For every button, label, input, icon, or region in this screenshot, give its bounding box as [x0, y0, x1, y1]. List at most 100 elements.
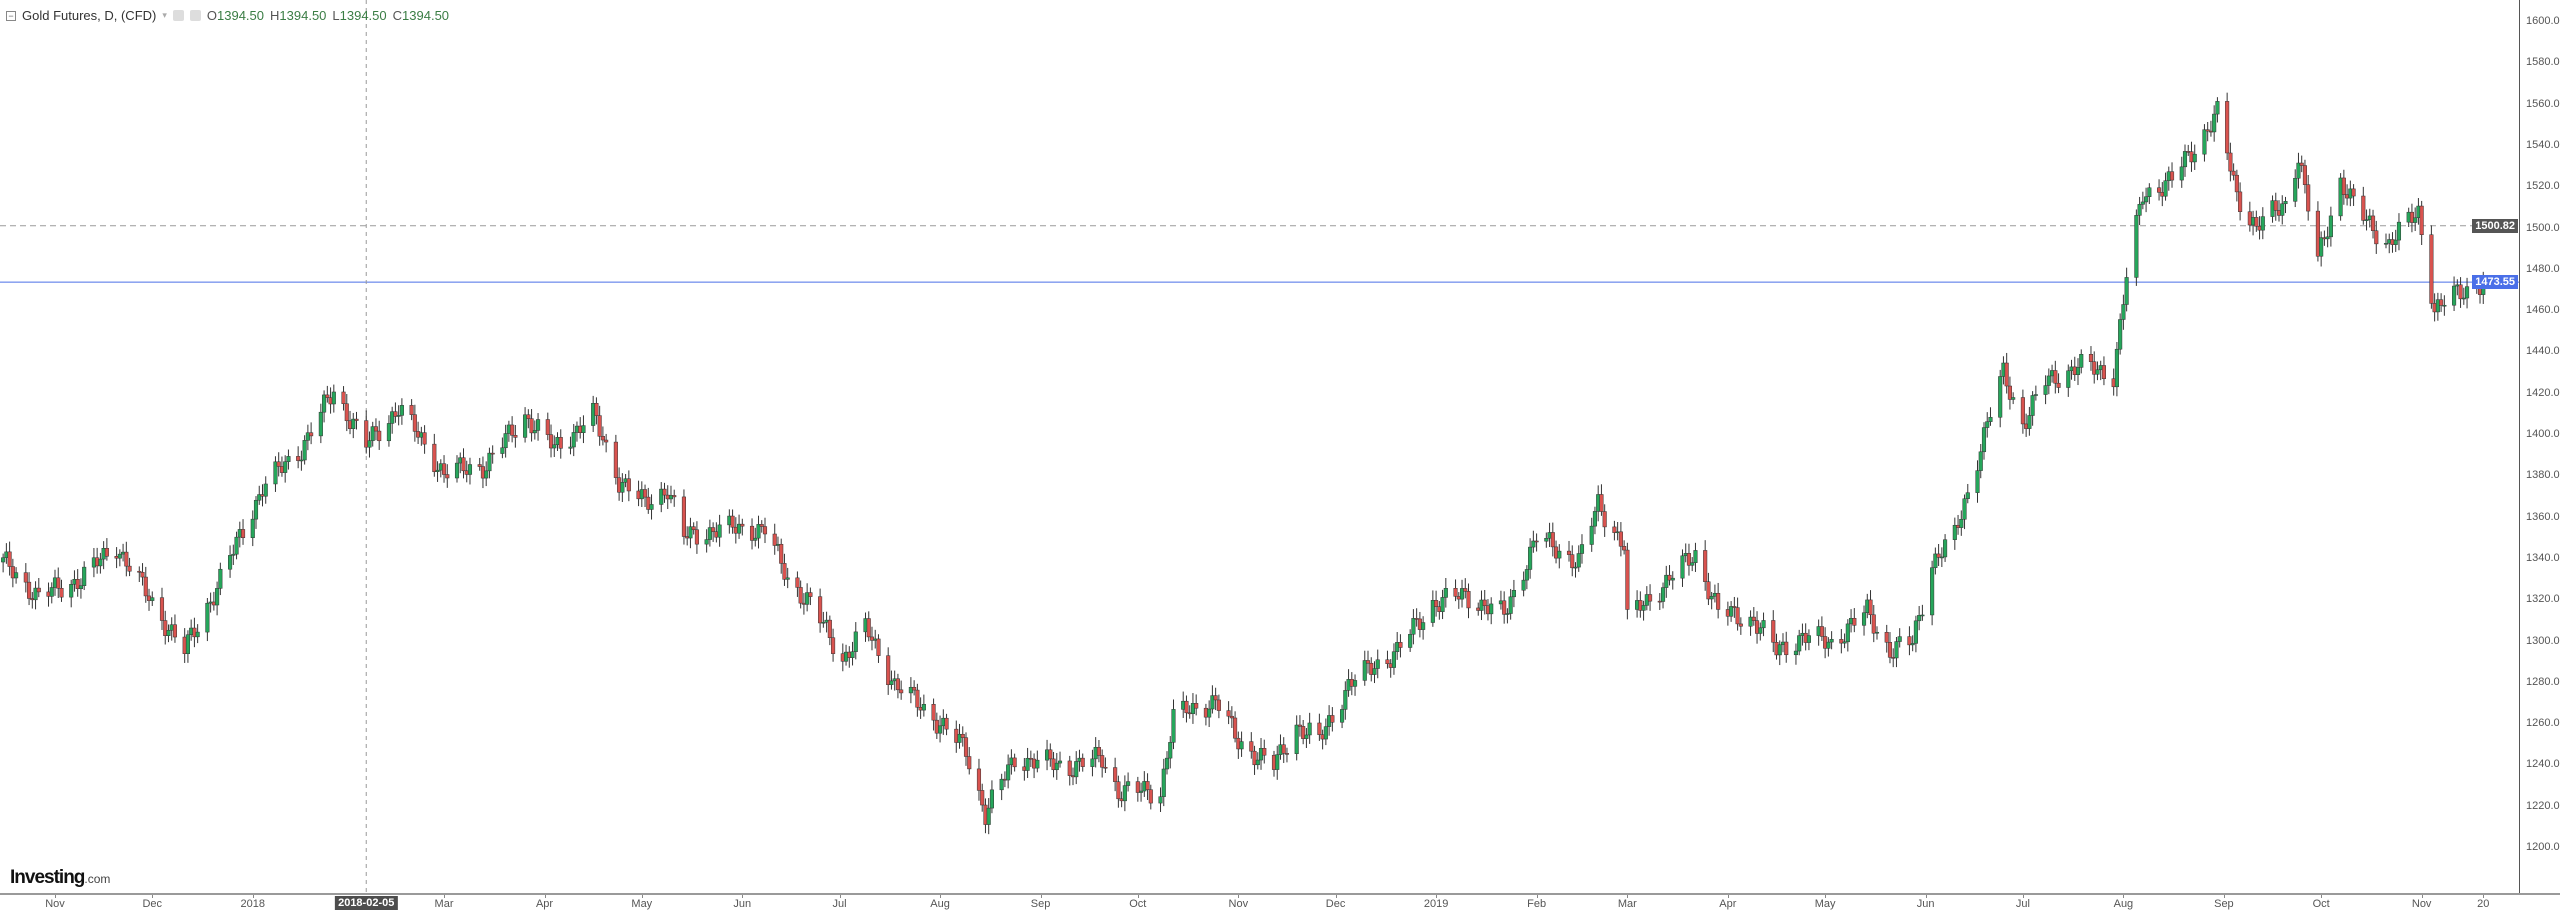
collapse-legend-icon[interactable]: − [6, 10, 16, 21]
x-tick-label: Oct [2312, 898, 2330, 910]
candle-body [1210, 695, 1215, 710]
time-axis[interactable]: 20 Nov Oct Sep Aug Jul Jun May Apr Mar Feb 2019 Dec N… [0, 893, 2560, 912]
candle-body [986, 807, 991, 825]
candle-body [1664, 574, 1669, 588]
y-tick-label: 1500.00 [2526, 221, 2560, 234]
price-axis[interactable]: 1200.00 1220.00 1240.00 1260.00 1280.00 1300.… [2519, 0, 2560, 893]
candle [409, 399, 414, 421]
candle-body [737, 523, 742, 534]
y-tick-label: 1380.00 [2526, 469, 2560, 482]
candle [1207, 700, 1212, 728]
candle-body [1122, 785, 1127, 802]
x-tick [444, 895, 446, 898]
candle [999, 773, 1004, 801]
candle-body [1463, 588, 1468, 592]
candle [707, 519, 712, 547]
candle-body [432, 443, 437, 472]
candle-body [1430, 600, 1435, 623]
candle [749, 518, 755, 550]
symbol-title[interactable]: Gold Futures, D, (CFD) [22, 8, 157, 23]
candle [325, 385, 330, 403]
candle-body [302, 440, 307, 461]
candle-body [853, 631, 858, 652]
candle-body [325, 394, 330, 398]
candle [1459, 579, 1465, 608]
candle-body [779, 543, 784, 564]
candle [831, 628, 836, 662]
candle [1625, 542, 1630, 620]
candle [1703, 540, 1708, 591]
candle [545, 412, 550, 441]
candle [2461, 287, 2466, 305]
candle [1797, 629, 1802, 656]
candle-body [1557, 550, 1562, 559]
x-tick [2223, 895, 2225, 898]
candle-body [1505, 613, 1510, 615]
candle [276, 452, 281, 477]
y-tick-label: 1400.00 [2526, 428, 2560, 440]
candle-body [2030, 395, 2035, 416]
dropdown-caret-icon[interactable]: ▾ [162, 10, 167, 20]
candle-body [1829, 639, 1834, 643]
candle-body [2319, 237, 2324, 257]
candle-body [36, 587, 41, 593]
candle-body [23, 572, 28, 583]
candle-body [526, 414, 531, 419]
candle-body [1385, 659, 1390, 664]
candle [2134, 209, 2139, 286]
x-tick [1825, 895, 1827, 898]
candle [1080, 753, 1085, 772]
y-tick-label: 1220.00 [2526, 799, 2560, 812]
candle-body [1281, 744, 1286, 754]
candle-body [2140, 201, 2145, 205]
candle [1294, 715, 1299, 761]
candle [1573, 562, 1578, 578]
candle-body [1917, 615, 1922, 622]
candle [1213, 687, 1218, 711]
candle [1998, 369, 2003, 428]
x-tick-label: May [631, 898, 653, 910]
candle [1819, 616, 1824, 641]
y-tick-label: 1200.00 [2526, 841, 2560, 853]
candle-body [915, 689, 920, 708]
candle-body [889, 680, 894, 685]
candle-body [831, 637, 836, 654]
candle-body [1528, 546, 1533, 570]
x-tick [1727, 895, 1729, 898]
candle-body [2027, 415, 2032, 429]
candle [642, 484, 648, 508]
eye-icon[interactable] [172, 10, 184, 21]
candle-body [2053, 370, 2058, 384]
x-tick [1925, 895, 1927, 898]
candle [2361, 186, 2366, 225]
candle [1829, 631, 1834, 650]
candle [2254, 210, 2259, 232]
candle-body [523, 414, 528, 438]
candle-body [1612, 526, 1617, 533]
candle [117, 549, 122, 567]
candle-body [124, 551, 129, 567]
x-tick [940, 895, 942, 898]
candle-body [2231, 170, 2236, 176]
candle-body [1372, 668, 1377, 675]
candle-body [707, 527, 712, 540]
candle-body [2341, 177, 2346, 195]
candle [2419, 200, 2424, 246]
candle-body [143, 576, 148, 597]
candle-body [1216, 699, 1221, 711]
candle [510, 416, 515, 443]
candle-body [795, 577, 800, 588]
candle-body [286, 456, 291, 462]
candle-body [2228, 152, 2233, 172]
price-chart[interactable] [0, 0, 2519, 893]
candle-body [185, 634, 190, 654]
candle-body [2004, 362, 2009, 387]
candle [513, 425, 518, 448]
price-line-tag: 1500.82 [2472, 218, 2518, 233]
candle-body [2370, 215, 2376, 232]
settings-icon[interactable] [189, 10, 201, 21]
candle-body [2328, 215, 2333, 238]
candle-body [1213, 695, 1218, 701]
candle-body [772, 533, 777, 546]
candle [2020, 389, 2025, 434]
